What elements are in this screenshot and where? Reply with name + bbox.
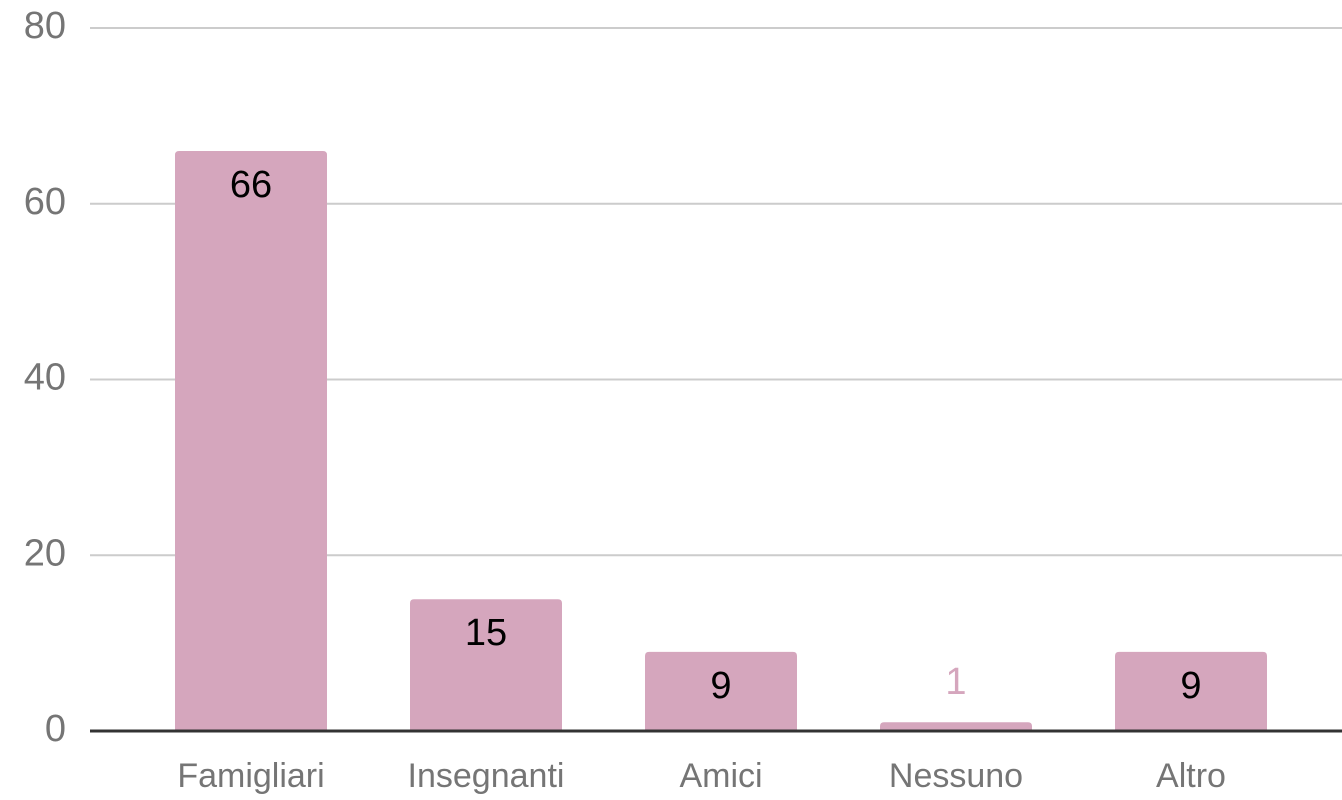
value-label: 9	[1180, 665, 1201, 707]
value-label: 15	[465, 612, 507, 654]
bar	[410, 599, 562, 731]
x-tick-label: Insegnanti	[408, 757, 565, 795]
x-tick-label: Amici	[679, 757, 762, 795]
value-label: 9	[710, 665, 731, 707]
y-tick-label: 40	[24, 357, 66, 399]
y-tick-label: 80	[24, 5, 66, 47]
y-tick-label: 0	[45, 708, 66, 750]
value-label: 66	[230, 164, 272, 206]
value-label: 1	[945, 661, 966, 703]
y-tick-label: 20	[24, 532, 66, 574]
x-tick-label: Altro	[1156, 757, 1226, 795]
bar	[175, 151, 327, 731]
y-tick-label: 60	[24, 181, 66, 223]
bar	[645, 651, 797, 731]
x-tick-label: Nessuno	[889, 757, 1023, 795]
bar	[880, 722, 1032, 731]
bar	[1115, 651, 1267, 731]
x-tick-label: Famigliari	[177, 757, 324, 795]
